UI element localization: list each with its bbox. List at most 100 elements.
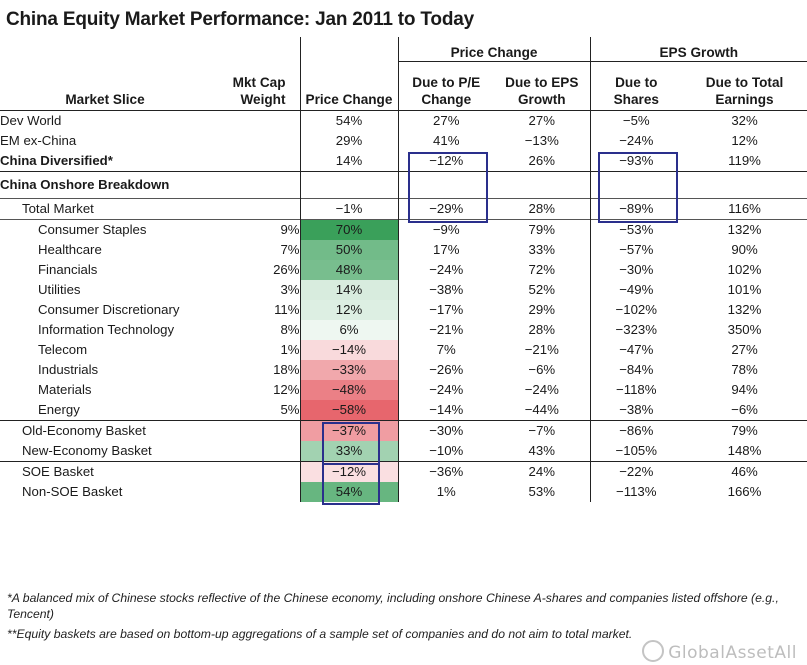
row-label: Utilities [38, 282, 81, 297]
cell-price: −58% [299, 400, 398, 421]
cell-price: 14% [299, 280, 398, 300]
cell-shares: −38% [589, 400, 683, 421]
cell-weight: 7% [280, 242, 300, 257]
cell-eps: 33% [528, 242, 555, 257]
cell-pe: 27% [397, 110, 494, 131]
cell-total: 78% [731, 362, 758, 377]
cell-price: −37% [299, 420, 398, 441]
cell-eps: 43% [528, 443, 555, 458]
cell-shares: −47% [589, 340, 683, 360]
cell-weight: 3% [280, 282, 300, 297]
row-label: Consumer Discretionary [38, 302, 180, 317]
cell-pe: −26% [397, 360, 494, 380]
cell-shares: −86% [589, 420, 683, 441]
page-title: China Equity Market Performance: Jan 201… [6, 9, 474, 30]
cell-shares: −24% [589, 131, 683, 151]
table-row: Industrials 18% −33% −26% −6% −84% 78% [0, 360, 807, 380]
row-label: China Onshore Breakdown [0, 171, 210, 199]
cell-pe: −12% [397, 151, 494, 172]
cell-weight [210, 461, 300, 482]
cell-total: 166% [727, 484, 762, 499]
cell-weight [210, 441, 300, 462]
footnote-2: **Equity baskets are based on bottom-up … [7, 627, 633, 641]
col-due-total: Due to Total Earnings [705, 75, 784, 107]
cell-pe: 41% [397, 131, 494, 151]
cell-eps: 26% [528, 153, 555, 168]
cell-pe: 1% [397, 482, 494, 502]
row-label: SOE Basket [0, 461, 210, 482]
row-label: Financials [38, 262, 98, 277]
cell-weight: 9% [210, 219, 300, 240]
row-label: China Diversified* [0, 153, 113, 168]
cell-price: 12% [299, 300, 398, 320]
cell-pe: −29% [397, 198, 494, 220]
col-due-eps: Due to EPS Growth [505, 75, 579, 107]
cell-total: 116% [682, 198, 807, 220]
cell-shares [589, 171, 683, 199]
cell-eps: −24% [524, 382, 559, 397]
col-due-shares: Due to Shares [589, 61, 683, 111]
cell-weight: 8% [280, 322, 300, 337]
row-label: New-Economy Basket [22, 443, 152, 458]
table-row: Utilities 3% 14% −38% 52% −49% 101% [0, 280, 807, 300]
table-row: SOE Basket −12% −36% 24% −22% 46% [0, 461, 807, 482]
cell-weight [210, 420, 300, 441]
table-row: Dev World 54% 27% 27% −5% 32% [0, 110, 807, 131]
table-row: Total Market −1% −29% 28% −89% 116% [0, 198, 807, 220]
table-row: Consumer Discretionary 11% 12% −17% 29% −102%… [0, 300, 807, 320]
col-mkt-cap-weight: Mkt Cap Weight [232, 75, 286, 107]
cell-shares: −30% [589, 260, 683, 280]
cell-pe: −10% [397, 441, 494, 462]
col-price-change: Price Change [299, 61, 398, 111]
group-eps-growth: EPS Growth [589, 37, 807, 62]
row-label: Dev World [0, 110, 210, 131]
cell-total: 12% [731, 133, 758, 148]
cell-weight: 5% [280, 402, 300, 417]
cell-weight: 1% [280, 342, 300, 357]
cell-weight [210, 151, 300, 172]
table-row: Old-Economy Basket −37% −30% −7% −86% 79% [0, 420, 807, 441]
row-label: Consumer Staples [0, 219, 210, 240]
cell-pe: −17% [397, 300, 494, 320]
cell-total: 101% [727, 282, 762, 297]
table-row: Telecom 1% −14% 7% −21% −47% 27% [0, 340, 807, 360]
cell-total: 119% [728, 153, 761, 168]
cell-total: 102% [727, 262, 762, 277]
row-label: Non-SOE Basket [22, 484, 123, 499]
cell-weight [210, 198, 300, 220]
cell-eps: −7% [494, 420, 591, 441]
cell-pe [397, 171, 494, 199]
cell-eps: 72% [528, 262, 555, 277]
row-label: Materials [38, 382, 92, 397]
row-label: Information Technology [38, 322, 175, 337]
group-header-row: Price Change EPS Growth [0, 37, 807, 62]
performance-table: Price Change EPS Growth Market Slice Mkt… [0, 37, 807, 502]
cell-shares: −22% [589, 461, 683, 482]
cell-weight [210, 171, 300, 199]
cell-total: 90% [731, 242, 758, 257]
cell-shares: −113% [589, 482, 683, 502]
cell-weight [210, 131, 300, 151]
cell-eps: −21% [524, 342, 559, 357]
cell-total: 79% [682, 420, 807, 441]
cell-shares: −93% [589, 151, 683, 172]
cell-weight: 12% [273, 382, 300, 397]
cell-total: 148% [727, 443, 762, 458]
table-row: New-Economy Basket 33% −10% 43% −105% 148% [0, 441, 807, 462]
table-row: Healthcare 7% 50% 17% 33% −57% 90% [0, 240, 807, 260]
cell-total: 132% [727, 302, 762, 317]
watermark: GlobalAssetAll [642, 640, 797, 663]
cell-eps: −6% [528, 362, 556, 377]
table-row: Information Technology 8% 6% −21% 28% −323% 35… [0, 320, 807, 340]
cell-eps: 24% [494, 461, 591, 482]
table-row: Financials 26% 48% −24% 72% −30% 102% [0, 260, 807, 280]
cell-eps: −13% [524, 133, 559, 148]
cell-weight [210, 110, 300, 131]
table-row: Materials 12% −48% −24% −24% −118% 94% [0, 380, 807, 400]
cell-total: 350% [727, 322, 762, 337]
cell-shares: −57% [589, 240, 683, 260]
column-header-row: Market Slice Mkt Cap Weight Price Change … [0, 61, 807, 111]
cell-price: 50% [299, 240, 398, 260]
cell-total: 46% [682, 461, 807, 482]
cell-shares: −323% [589, 320, 683, 340]
